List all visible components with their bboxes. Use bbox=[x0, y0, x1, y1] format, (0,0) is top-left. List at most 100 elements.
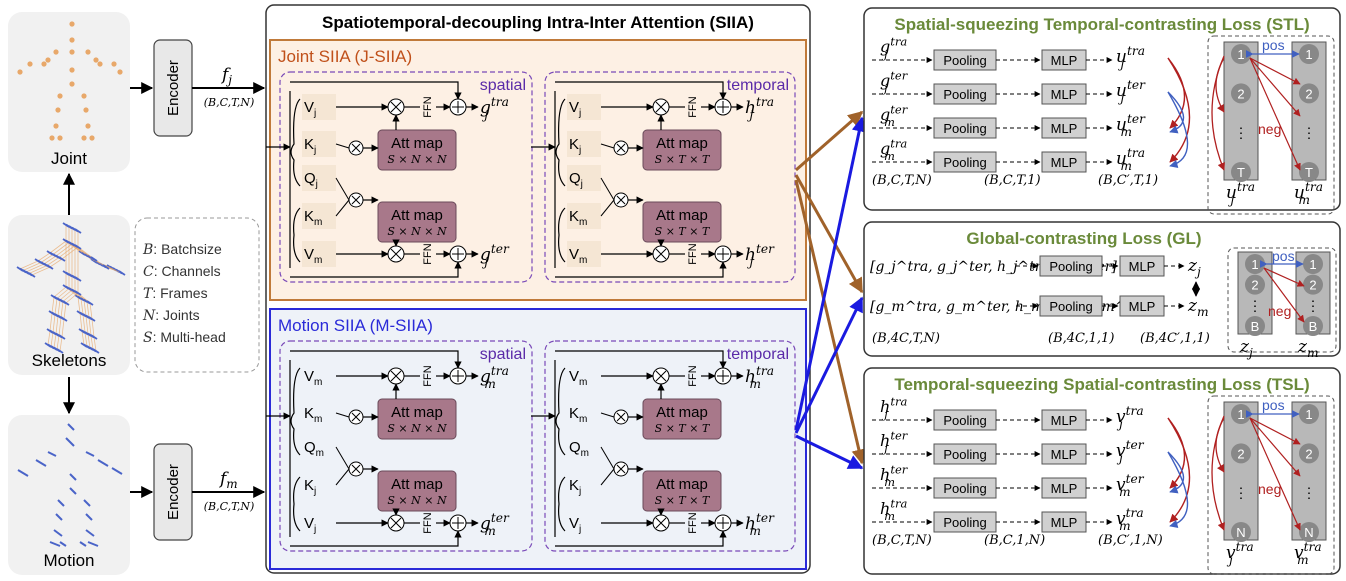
skeleton-bone bbox=[49, 240, 67, 254]
col-ellipsis: ⋮ bbox=[1302, 125, 1316, 141]
add-symbol bbox=[717, 101, 729, 113]
att-map-label: Att map bbox=[391, 476, 443, 493]
motion-segment bbox=[111, 467, 123, 475]
joint-dot bbox=[41, 61, 47, 67]
pos-label: pos bbox=[1272, 248, 1295, 264]
siia-module: Spatiotemporal-decoupling Intra-Inter At… bbox=[265, 4, 811, 574]
neg-link bbox=[1249, 57, 1301, 85]
att-map-dims: S × N × N bbox=[387, 494, 447, 507]
skeleton-bone bbox=[56, 335, 60, 350]
row-shape: (B,C,T,1) bbox=[984, 173, 1041, 188]
joint-dot bbox=[53, 123, 59, 129]
input-label: Kj bbox=[304, 477, 316, 497]
skeleton-bone bbox=[56, 288, 70, 299]
residual-line bbox=[555, 81, 727, 100]
input-label: Vm bbox=[304, 246, 322, 266]
joint-dot bbox=[81, 93, 87, 99]
row-shape: (B,C,T,N) bbox=[872, 533, 932, 548]
skeleton-bone bbox=[22, 262, 42, 271]
fm-symbol: fm bbox=[218, 469, 238, 491]
mlp-label: MLP bbox=[1051, 447, 1078, 462]
neg-arc bbox=[1167, 417, 1191, 523]
residual-line bbox=[555, 261, 727, 278]
joint-dot bbox=[57, 93, 63, 99]
tsl-rows: htra j Pooling MLP vtra j hter j Pooling MLP vter j… bbox=[872, 394, 1335, 575]
pooling-label: Pooling bbox=[943, 515, 986, 530]
gl-output: zj bbox=[1187, 256, 1201, 279]
skeleton-bone bbox=[62, 291, 76, 302]
input-label: Vj bbox=[304, 515, 316, 535]
row-input: gter j bbox=[880, 68, 909, 94]
skeleton-joint-motion bbox=[62, 300, 70, 306]
joint-dot bbox=[45, 57, 51, 63]
input-label: Qm bbox=[569, 439, 589, 459]
row-output: vter j bbox=[1116, 438, 1145, 465]
pooling-label: Pooling bbox=[943, 87, 986, 102]
skeleton-bone bbox=[82, 314, 86, 333]
neg-self-arc bbox=[1215, 57, 1225, 113]
input-label: Vj bbox=[304, 99, 316, 119]
multiply-symbol bbox=[655, 517, 667, 529]
joint-encoder-label: Encoder bbox=[165, 60, 182, 116]
col-node bbox=[1231, 522, 1251, 542]
block-output-label: hter m bbox=[745, 511, 775, 538]
att-map-label: Att map bbox=[391, 207, 443, 224]
col-node-label: T bbox=[1305, 165, 1313, 180]
skeleton-bone bbox=[93, 336, 97, 352]
input-label: Km bbox=[304, 208, 322, 228]
tsl-title: Temporal-squeezing Spatial-contrasting L… bbox=[894, 375, 1309, 394]
skeleton-bone bbox=[55, 243, 73, 257]
contrast-panel bbox=[1207, 35, 1335, 215]
brace-intra bbox=[555, 98, 566, 187]
col-node bbox=[1231, 404, 1251, 424]
skeleton-bone bbox=[47, 330, 51, 346]
col-node bbox=[1231, 162, 1251, 182]
motion-segment bbox=[83, 499, 91, 507]
row-output: uter m bbox=[1116, 112, 1146, 139]
joint-dot bbox=[17, 69, 23, 75]
skeleton-bone bbox=[53, 286, 67, 298]
joint-dot bbox=[49, 135, 55, 141]
col-node-label: 1 bbox=[1237, 47, 1244, 62]
multiply-symbol bbox=[351, 195, 361, 205]
row-input: hter j bbox=[880, 428, 909, 454]
att-map-label: Att map bbox=[656, 207, 708, 224]
skeleton-bone bbox=[49, 258, 63, 268]
skeleton-bone bbox=[55, 315, 59, 335]
joint-dot bbox=[69, 21, 75, 27]
skeleton-joint-motion bbox=[74, 276, 82, 282]
row-input: htra j bbox=[880, 394, 907, 420]
ffn-label: FFN bbox=[422, 365, 434, 386]
mlp-label: MLP bbox=[1051, 53, 1078, 68]
block-output-label: gter j bbox=[480, 242, 510, 269]
col-node bbox=[1299, 404, 1319, 424]
tsl-module: Temporal-squeezing Spatial-contrasting L… bbox=[863, 367, 1341, 575]
q-arrow bbox=[600, 446, 615, 470]
col-node-label: 1 bbox=[1305, 47, 1312, 62]
add-symbol bbox=[452, 248, 464, 260]
skeleton-joint-motion bbox=[102, 264, 110, 270]
k-arrow bbox=[335, 412, 350, 418]
gl-input: [g_m^tra, g_m^ter, h_m^tra, h_m^ter] bbox=[870, 299, 1153, 315]
neg-label: neg bbox=[1268, 303, 1291, 319]
stl-rows: gtra j Pooling MLP utra j gter j Pooling MLP uter j… bbox=[872, 34, 1335, 215]
input-label: Km bbox=[569, 208, 587, 228]
skeleton-bone bbox=[61, 246, 79, 260]
skeleton-bone bbox=[81, 330, 85, 346]
joint-dot bbox=[83, 107, 89, 113]
row-input: gter m bbox=[880, 102, 909, 128]
motion-lines bbox=[17, 423, 123, 547]
skeleton-bone bbox=[90, 335, 94, 350]
legend-items: B: Batchsize C: Channels T: Frames N: Joint… bbox=[142, 241, 226, 346]
skeleton-bone bbox=[43, 255, 57, 265]
joint-label: Joint bbox=[51, 149, 87, 168]
joint-dot bbox=[85, 123, 91, 129]
stl-col-left bbox=[1223, 41, 1259, 181]
col-node-label: T bbox=[1237, 165, 1245, 180]
col-ellipsis: ⋮ bbox=[1234, 485, 1248, 501]
brown-arrow-tsl bbox=[794, 179, 867, 465]
skeleton-bone bbox=[31, 266, 51, 276]
residual-line bbox=[290, 261, 462, 278]
att-map-dims: S × N × N bbox=[387, 225, 447, 238]
